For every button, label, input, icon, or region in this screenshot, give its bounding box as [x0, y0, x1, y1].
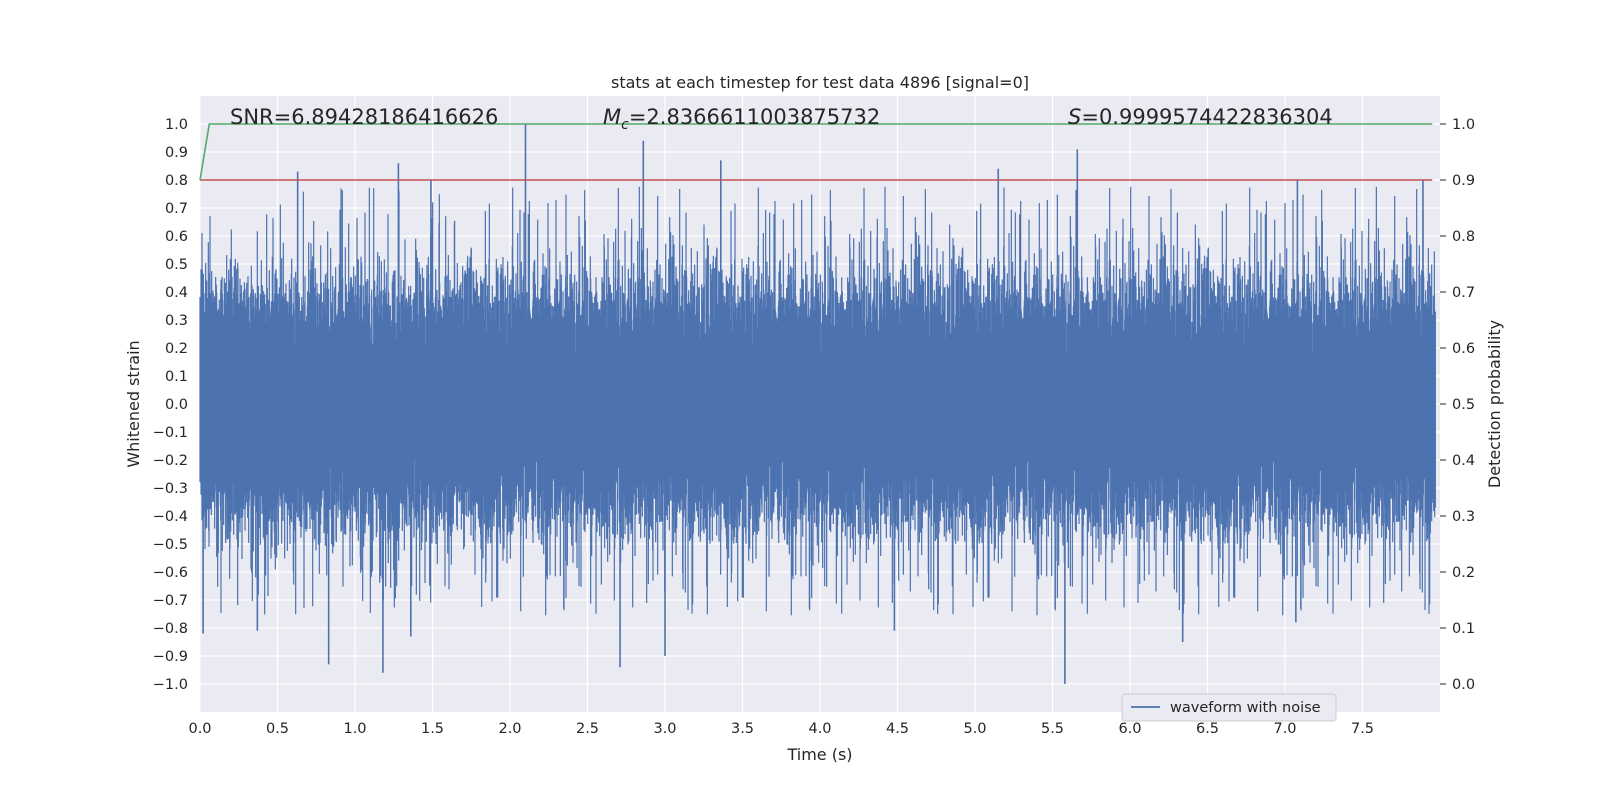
- y2-tick-label: 0.1: [1452, 621, 1475, 637]
- s-value: =0.9999574422836304: [1081, 105, 1332, 129]
- detection-probability-line: [199, 123, 1433, 181]
- waveform-line: [199, 186, 1436, 616]
- x-tick-label: 0.0: [188, 721, 211, 737]
- y2-tick-label: 1.0: [1452, 117, 1475, 133]
- y2-axis-label: Detection probability: [1485, 320, 1504, 488]
- x-tick-label: 3.0: [653, 721, 676, 737]
- y-tick-label: 0.2: [165, 341, 188, 357]
- y-tick-label: −0.9: [153, 649, 188, 665]
- x-tick-label: 4.0: [808, 721, 831, 737]
- probability-series: [199, 123, 1433, 181]
- y2-tick-label: 0.7: [1452, 285, 1475, 301]
- mc-symbol: M: [603, 105, 621, 129]
- y2-tick-label: 0.3: [1452, 509, 1475, 525]
- y-tick-label: −0.1: [153, 425, 188, 441]
- y2-axis-ticks: 0.0 0.1 0.2 0.3 0.4 0.5 0.6 0.7 0.8 0.9 1.0: [1440, 117, 1475, 693]
- x-tick-label: 1.5: [421, 721, 444, 737]
- y-tick-label: −0.4: [153, 509, 188, 525]
- y2-tick-label: 0.0: [1452, 677, 1475, 693]
- y-tick-label: −0.6: [153, 565, 188, 581]
- s-symbol: S: [1068, 105, 1081, 129]
- y-tick-label: 1.0: [165, 117, 188, 133]
- chirp-mass-annotation: Mc=2.8366611003875732: [603, 105, 880, 133]
- y-tick-label: 0.8: [165, 173, 188, 189]
- y-tick-label: 0.0: [165, 397, 188, 413]
- x-tick-label: 3.5: [731, 721, 754, 737]
- y-tick-label: 0.7: [165, 201, 188, 217]
- x-axis-ticks: 0.0 0.5 1.0 1.5 2.0 2.5 3.0 3.5 4.0 4.5 5.0 5.5 6.0 6…: [188, 721, 1374, 737]
- x-tick-label: 6.0: [1118, 721, 1141, 737]
- mc-subscript: c: [621, 117, 629, 133]
- y-tick-label: −0.8: [153, 621, 188, 637]
- y2-tick-label: 0.5: [1452, 397, 1475, 413]
- y2-tick-label: 0.6: [1452, 341, 1475, 357]
- snr-annotation: SNR=6.89428186416626: [230, 105, 498, 129]
- y-axis-label: Whitened strain: [124, 340, 143, 467]
- s-annotation: S=0.9999574422836304: [1068, 105, 1333, 129]
- y2-tick-label: 0.2: [1452, 565, 1475, 581]
- y2-tick-label: 0.9: [1452, 173, 1475, 189]
- y-tick-label: −0.7: [153, 593, 188, 609]
- legend: waveform with noise: [1121, 693, 1337, 722]
- chart-title: stats at each timestep for test data 489…: [611, 73, 1029, 92]
- x-tick-label: 7.0: [1273, 721, 1296, 737]
- x-tick-label: 2.5: [576, 721, 599, 737]
- legend-label-waveform: waveform with noise: [1170, 700, 1321, 716]
- x-tick-label: 0.5: [266, 721, 289, 737]
- y-tick-label: 0.6: [165, 229, 188, 245]
- x-axis-label: Time (s): [786, 745, 852, 764]
- x-tick-label: 6.5: [1196, 721, 1219, 737]
- x-tick-label: 4.5: [886, 721, 909, 737]
- x-tick-label: 7.5: [1351, 721, 1374, 737]
- legend-box: [1121, 693, 1337, 722]
- y-tick-label: 0.4: [165, 285, 188, 301]
- x-tick-label: 1.0: [343, 721, 366, 737]
- y-tick-label: −0.5: [153, 537, 188, 553]
- y2-tick-label: 0.8: [1452, 229, 1475, 245]
- y-tick-label: 0.9: [165, 145, 188, 161]
- x-tick-label: 5.5: [1041, 721, 1064, 737]
- y-tick-label: 0.3: [165, 313, 188, 329]
- waveform-series: [199, 124, 1436, 684]
- y-tick-label: 0.1: [165, 369, 188, 385]
- x-tick-label: 5.0: [963, 721, 986, 737]
- y-tick-label: −0.2: [153, 453, 188, 469]
- y-tick-label: −1.0: [153, 677, 188, 693]
- x-tick-label: 2.0: [498, 721, 521, 737]
- y2-tick-label: 0.4: [1452, 453, 1475, 469]
- y-axis-ticks: −1.0 −0.9 −0.8 −0.7 −0.6 −0.5 −0.4 −0.3 −0.2 −0.1…: [153, 117, 188, 693]
- mc-value: =2.8366611003875732: [629, 105, 880, 129]
- y-tick-label: 0.5: [165, 257, 188, 273]
- y-tick-label: −0.3: [153, 481, 188, 497]
